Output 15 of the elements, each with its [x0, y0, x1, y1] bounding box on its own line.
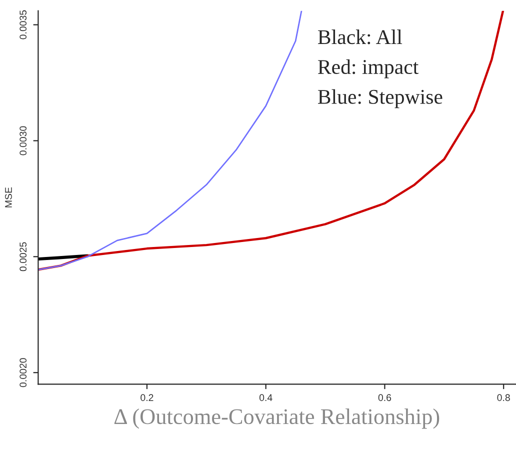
x-tick-label: 0.2	[140, 394, 154, 402]
x-tick-label: 0.8	[497, 394, 510, 402]
line-series	[38, 10, 302, 270]
annotation: Red: impact	[318, 59, 419, 78]
y-tick-label: 0.0020	[20, 358, 27, 388]
x-tick-label: 0.6	[378, 394, 392, 402]
y-tick-label: 0.0030	[20, 126, 27, 156]
y-tick-label: 0.0025	[20, 242, 27, 272]
x-tick-label: 0.4	[259, 394, 272, 402]
line-series	[38, 10, 504, 271]
y-tick-label: 0.0035	[20, 10, 27, 40]
y-axis-title: MSE	[5, 187, 12, 208]
annotation: Blue: Stepwise	[318, 89, 442, 108]
x-axis-title: Δ (Outcome-Covariate Relationship)	[114, 408, 440, 429]
annotation: Black: All	[318, 30, 402, 44]
